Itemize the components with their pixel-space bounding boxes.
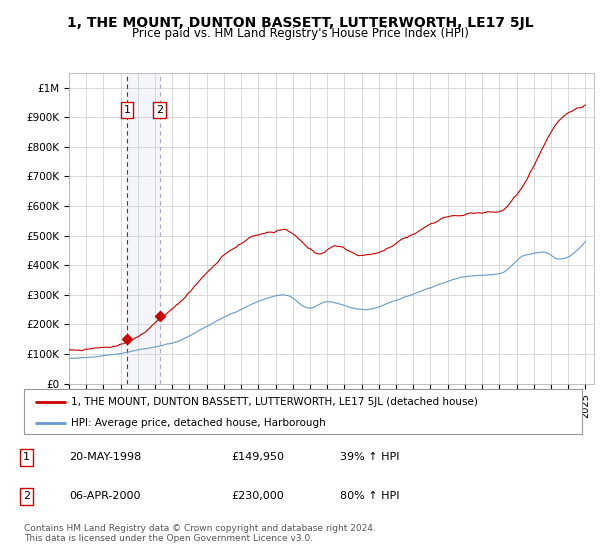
FancyBboxPatch shape (24, 389, 582, 434)
Text: 1: 1 (23, 452, 30, 463)
Text: Contains HM Land Registry data © Crown copyright and database right 2024.
This d: Contains HM Land Registry data © Crown c… (24, 524, 376, 543)
Text: 1, THE MOUNT, DUNTON BASSETT, LUTTERWORTH, LE17 5JL: 1, THE MOUNT, DUNTON BASSETT, LUTTERWORT… (67, 16, 533, 30)
Text: 1, THE MOUNT, DUNTON BASSETT, LUTTERWORTH, LE17 5JL (detached house): 1, THE MOUNT, DUNTON BASSETT, LUTTERWORT… (71, 396, 478, 407)
Text: 39% ↑ HPI: 39% ↑ HPI (340, 452, 400, 463)
Text: £149,950: £149,950 (231, 452, 284, 463)
Text: 2: 2 (156, 105, 163, 115)
Bar (127, 73, 160, 384)
Text: 20-MAY-1998: 20-MAY-1998 (70, 452, 142, 463)
Text: 80% ↑ HPI: 80% ↑ HPI (340, 492, 400, 501)
Text: 2: 2 (23, 492, 30, 501)
Text: Price paid vs. HM Land Registry's House Price Index (HPI): Price paid vs. HM Land Registry's House … (131, 27, 469, 40)
Text: 06-APR-2000: 06-APR-2000 (70, 492, 141, 501)
Text: 1: 1 (124, 105, 131, 115)
Text: £230,000: £230,000 (231, 492, 284, 501)
Text: HPI: Average price, detached house, Harborough: HPI: Average price, detached house, Harb… (71, 418, 326, 428)
